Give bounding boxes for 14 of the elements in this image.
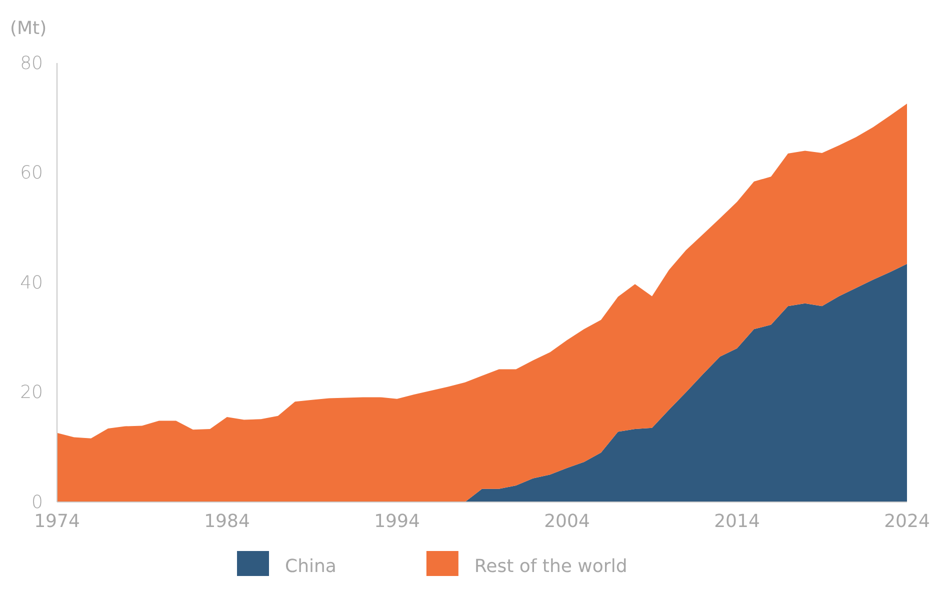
y-tick-label: 20	[20, 382, 43, 404]
x-tick-label: 2004	[544, 510, 590, 532]
y-tick-label: 0	[32, 492, 43, 513]
x-tick-label: 1994	[374, 510, 420, 532]
x-tick-label: 2014	[714, 510, 760, 532]
y-axis-title: (Mt)	[10, 18, 47, 39]
x-tick-label: 1984	[204, 510, 250, 532]
y-tick-label: 80	[20, 52, 43, 74]
legend-label: Rest of the world	[474, 556, 628, 577]
x-tick-label: 2024	[884, 510, 930, 532]
y-tick-label: 40	[20, 272, 43, 294]
y-tick-label: 60	[20, 162, 43, 184]
legend-label: China	[285, 556, 336, 577]
x-tick-label: 1974	[34, 510, 80, 532]
